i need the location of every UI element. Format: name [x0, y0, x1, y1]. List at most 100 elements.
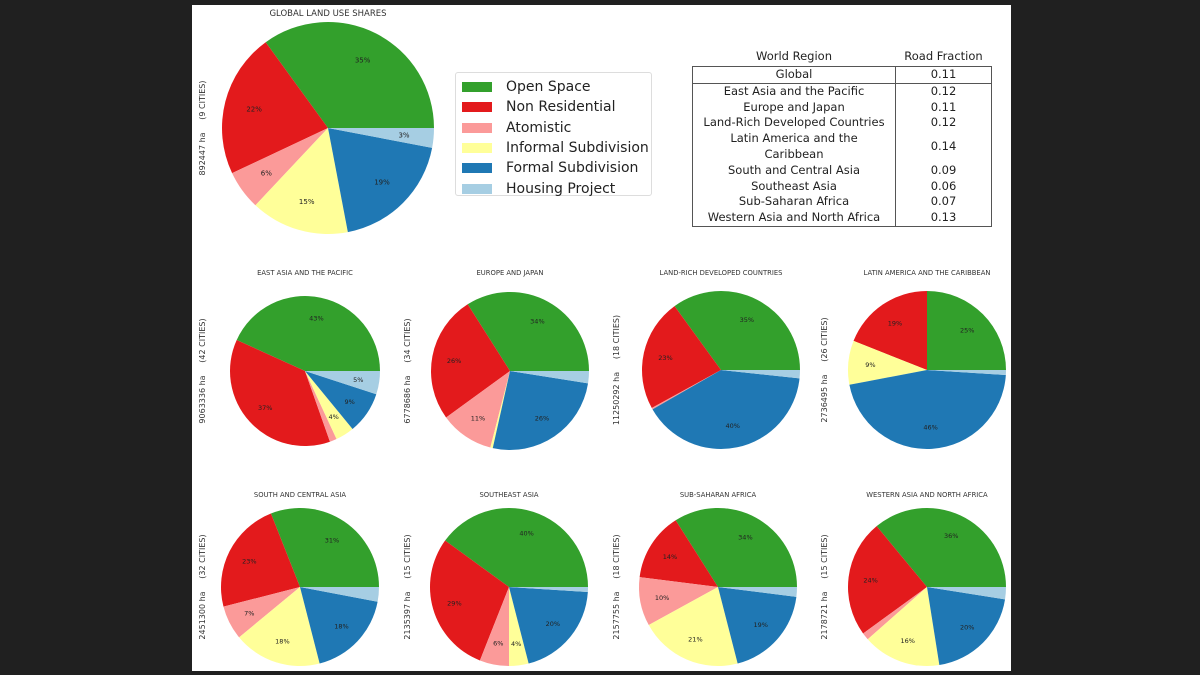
road-fraction-cell: 0.14: [895, 131, 992, 163]
legend-swatch: [462, 102, 492, 113]
slice-percent-label: 20%: [546, 620, 560, 628]
slice-percent-label: 10%: [655, 594, 669, 602]
pie-title: SUB-SAHARAN AFRICA: [680, 491, 757, 499]
pie-title: EUROPE AND JAPAN: [477, 269, 544, 277]
slice-percent-label: 11%: [471, 415, 485, 423]
slice-percent-label: 26%: [447, 357, 461, 365]
figure: 35% 22% 6% 15% 19% 3% GLOBAL LAND USE SHARES 89…: [192, 5, 1011, 671]
table-row: Global 0.11: [692, 66, 992, 84]
legend-label: Open Space: [506, 79, 591, 96]
road-fraction-cell: 0.07: [895, 194, 992, 211]
slice-percent-label: 19%: [888, 320, 902, 328]
legend-swatch: [462, 82, 492, 93]
slice-open-space: [876, 507, 1006, 587]
slice-percent-label: 25%: [960, 326, 974, 334]
legend-item: Non Residential: [456, 97, 651, 117]
pie-title: SOUTH AND CENTRAL ASIA: [254, 491, 346, 499]
region-cell: Europe and Japan: [692, 99, 896, 116]
pie-europe-japan: 34% 26% 11% 26% EUROPE AND JAPAN 6778686 ha (…: [403, 269, 589, 451]
slice-percent-label: 43%: [309, 315, 323, 323]
slice-housing-project: [300, 587, 379, 602]
slice-informal-subdivision: [255, 128, 348, 234]
slice-formal-subdivision: [492, 371, 589, 451]
header-road-fraction: Road Fraction: [904, 49, 983, 63]
slice-atomistic: [305, 371, 337, 442]
slice-percent-label: 4%: [511, 640, 521, 648]
slice-atomistic: [223, 587, 300, 638]
slice-housing-project: [328, 128, 434, 148]
slice-housing-project: [305, 371, 380, 395]
road-fraction-cell: 0.13: [895, 210, 992, 227]
slice-housing-project: [718, 587, 797, 597]
slice-percent-label: 24%: [863, 576, 877, 584]
slice-formal-subdivision: [300, 587, 378, 664]
slice-percent-label: 35%: [740, 316, 754, 324]
slice-open-space: [445, 507, 588, 587]
slice-percent-label: 22%: [246, 106, 262, 114]
slice-percent-label: 23%: [242, 558, 256, 566]
legend-swatch: [462, 143, 492, 154]
pie-area-cities-label: 11250292 ha (18 CITIES): [612, 315, 621, 425]
slice-percent-label: 37%: [258, 404, 272, 412]
pie-title: WESTERN ASIA AND NORTH AFRICA: [866, 491, 988, 499]
slice-open-space: [927, 291, 1006, 370]
slice-informal-subdivision: [648, 587, 738, 667]
slice-non-residential: [229, 339, 330, 446]
slice-percent-label: 40%: [725, 422, 739, 430]
slice-percent-label: 40%: [519, 529, 533, 537]
slice-percent-label: 34%: [738, 534, 752, 542]
legend-item: Informal Subdivision: [456, 138, 651, 158]
legend-label: Housing Project: [506, 180, 616, 197]
slice-informal-subdivision: [848, 340, 927, 385]
pie-area-cities-label: 2135397 ha (15 CITIES): [403, 534, 412, 639]
road-fraction-cell: 0.12: [895, 115, 992, 132]
slice-informal-subdivision: [305, 371, 353, 440]
road-fraction-cell: 0.09: [895, 162, 992, 179]
table-row: Latin America and the Caribbean 0.14: [692, 131, 992, 163]
slice-percent-label: 46%: [923, 423, 937, 431]
legend-item: Open Space: [456, 77, 651, 97]
legend-item: Housing Project: [456, 178, 651, 198]
legend-label: Atomistic: [506, 119, 572, 136]
slice-non-residential: [430, 540, 509, 661]
pie-area-cities-label: 2178721 ha (15 CITIES): [820, 534, 829, 639]
pie-title: GLOBAL LAND USE SHARES: [269, 9, 386, 19]
pie-title: LATIN AMERICA AND THE CARIBBEAN: [864, 269, 991, 277]
table-row: East Asia and the Pacific 0.12: [692, 83, 992, 100]
slice-percent-label: 19%: [374, 179, 390, 187]
pie-title: SOUTHEAST ASIA: [479, 491, 538, 499]
road-fraction-cell: 0.12: [895, 83, 992, 100]
slice-housing-project: [510, 371, 589, 384]
pie-charts: 35% 22% 6% 15% 19% 3% GLOBAL LAND USE SHARES 89…: [198, 9, 1007, 667]
pie-area-cities-label: 6778686 ha (34 CITIES): [403, 318, 412, 423]
slice-open-space: [674, 290, 800, 370]
slice-formal-subdivision: [927, 587, 1006, 666]
legend: Open Space Non Residential Atomistic Inform…: [455, 72, 652, 198]
slice-percent-label: 3%: [398, 132, 409, 140]
slice-percent-label: 4%: [329, 413, 339, 421]
road-fraction-cell: 0.11: [895, 66, 992, 84]
slice-atomistic: [232, 128, 328, 206]
pie-title: LAND-RICH DEVELOPED COUNTRIES: [660, 269, 783, 277]
pie-title: EAST ASIA AND THE PACIFIC: [257, 269, 353, 277]
region-cell: East Asia and the Pacific: [692, 83, 896, 100]
slice-percent-label: 26%: [535, 415, 549, 423]
slice-atomistic: [863, 587, 927, 640]
region-cell: Global: [692, 66, 896, 84]
slice-formal-subdivision: [305, 371, 377, 429]
slice-informal-subdivision: [867, 587, 940, 667]
region-cell: Southeast Asia: [692, 178, 896, 195]
pie-land-rich: 35% 23% 40% LAND-RICH DEVELOPED COUNTRIES 11…: [612, 269, 800, 450]
slice-percent-label: 18%: [334, 622, 348, 630]
slice-open-space: [265, 21, 434, 129]
slice-percent-label: 23%: [658, 354, 672, 362]
slice-percent-label: 15%: [299, 198, 315, 206]
region-cell: Land-Rich Developed Countries: [692, 115, 896, 132]
slice-atomistic: [479, 587, 509, 666]
pie-global: 35% 22% 6% 15% 19% 3% GLOBAL LAND USE SHARES 89…: [198, 9, 434, 234]
legend-item: Atomistic: [456, 118, 651, 138]
legend-swatch: [462, 183, 492, 194]
slice-percent-label: 29%: [447, 599, 461, 607]
table-row: Europe and Japan 0.11: [692, 99, 992, 116]
slice-informal-subdivision: [509, 587, 529, 666]
